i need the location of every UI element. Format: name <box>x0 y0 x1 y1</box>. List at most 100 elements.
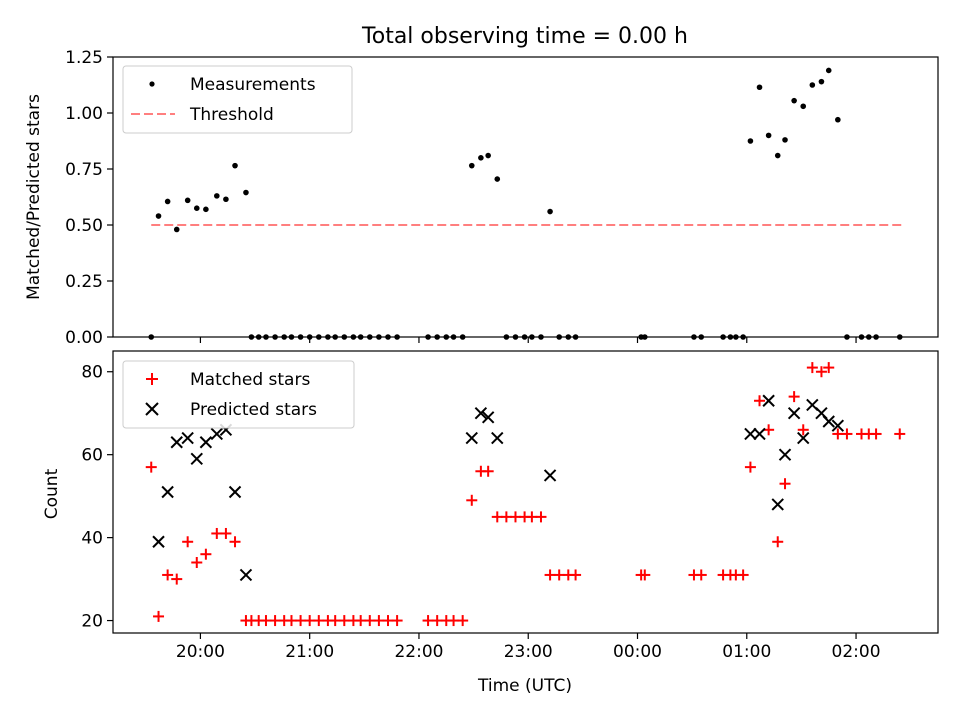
count-y-ticks: 20 40 60 80 <box>81 363 113 632</box>
measurement-point <box>556 334 562 340</box>
ratio-legend-box <box>122 65 353 134</box>
predicted-star-marker <box>181 431 194 445</box>
measurement-point <box>341 334 348 340</box>
predicted-star-marker <box>744 427 757 441</box>
measurement-point <box>425 334 431 340</box>
measurement-point <box>325 334 331 340</box>
measurement-point <box>263 334 269 340</box>
measurement-point <box>698 334 705 340</box>
predicted-star-marker <box>831 419 845 432</box>
measurement-point <box>740 334 746 340</box>
count-legend-box <box>122 360 355 429</box>
measurement-point <box>529 334 535 340</box>
measurement-point <box>720 334 726 340</box>
count-x-tick-label: 23:00 <box>504 642 553 662</box>
measurement-point <box>774 152 781 159</box>
matched-star-marker <box>806 362 818 374</box>
measurement-point <box>478 155 484 161</box>
measurement-point <box>512 334 519 340</box>
ratio-y-tick-label: 0.50 <box>65 216 103 236</box>
count-y-tick-label: 80 <box>81 363 103 383</box>
ratio-y-ticks: 0.00 0.25 0.50 0.75 1.00 1.25 <box>65 48 113 348</box>
measurement-point <box>148 334 155 340</box>
measurement-point <box>844 334 850 340</box>
predicted-star-marker <box>210 427 224 441</box>
matched-star-marker <box>797 424 809 436</box>
count-y-tick-label: 20 <box>81 612 103 632</box>
measurement-point <box>733 334 739 340</box>
measurement-point <box>765 132 772 139</box>
count-x-tick-label: 22:00 <box>394 642 443 662</box>
matched-star-marker <box>737 569 749 581</box>
predicted-star-marker <box>753 427 766 441</box>
measurement-point <box>434 334 440 340</box>
measurement-point <box>818 78 825 85</box>
measurement-point <box>538 334 544 340</box>
legend-measurements-label: Measurements <box>190 75 316 95</box>
measurement-point <box>155 213 162 219</box>
measurement-point <box>350 334 357 340</box>
count-x-tick-label: 20:00 <box>176 642 225 662</box>
matched-star-marker <box>754 395 766 407</box>
measurement-point <box>243 189 249 196</box>
matched-star-marker <box>815 366 827 378</box>
measurement-point <box>896 334 903 340</box>
measurement-point <box>248 334 255 340</box>
measurement-point <box>332 334 338 340</box>
measurement-point <box>825 67 832 74</box>
matched-star-marker <box>220 527 232 539</box>
matched-star-marker <box>153 610 165 622</box>
count-points <box>145 362 906 627</box>
ratio-panel: 0.00 0.25 0.50 0.75 1.00 1.25 Matched/Predict… <box>24 48 939 348</box>
predicted-star-marker <box>228 485 242 499</box>
legend-predicted-label: Predicted stars <box>190 400 317 420</box>
matched-star-marker <box>200 548 212 560</box>
measurement-point <box>547 208 553 215</box>
measurement-point <box>503 334 510 340</box>
count-panel: 20 40 60 80 20:00 21:00 22:00 23:00 00:00 01:00 0… <box>42 350 939 696</box>
matched-star-marker <box>570 569 582 581</box>
predicted-star-marker <box>787 406 801 420</box>
matched-star-marker <box>894 428 906 440</box>
measurement-point <box>315 334 322 340</box>
predicted-star-marker <box>481 411 495 424</box>
measurement-point <box>782 137 788 143</box>
predicted-star-marker <box>543 469 557 482</box>
count-x-tick-label: 02:00 <box>832 642 881 662</box>
ratio-y-tick-label: 0.75 <box>65 160 103 180</box>
matched-star-marker <box>145 461 157 473</box>
measurement-point <box>747 138 754 144</box>
predicted-star-marker <box>190 452 203 466</box>
matched-star-marker <box>639 569 651 581</box>
matched-star-marker <box>841 428 853 440</box>
matched-star-marker <box>823 362 835 374</box>
legend-matched-label: Matched stars <box>190 370 310 390</box>
matched-star-marker <box>457 615 469 627</box>
measurement-point <box>791 97 797 104</box>
measurement-point <box>468 162 475 169</box>
predicted-star-marker <box>170 436 183 449</box>
ratio-y-tick-label: 0.25 <box>65 272 103 292</box>
measurement-point <box>835 116 841 123</box>
ratio-y-tick-label: 1.00 <box>65 104 103 124</box>
predicted-star-marker <box>152 535 165 548</box>
measurement-point <box>357 334 364 340</box>
matched-star-marker <box>772 536 784 548</box>
matched-star-marker <box>788 391 800 403</box>
predicted-star-marker <box>465 431 478 445</box>
matched-star-marker <box>171 573 183 585</box>
measurement-point <box>376 334 382 340</box>
measurement-point <box>459 334 466 340</box>
ratio-y-axis-label: Matched/Predicted stars <box>24 94 44 300</box>
measurement-point <box>232 162 238 169</box>
measurement-point <box>385 334 391 340</box>
matched-star-marker <box>162 569 174 581</box>
count-legend: Matched stars Predicted stars <box>122 360 355 429</box>
count-x-axis-label: Time (UTC) <box>477 676 572 696</box>
measurement-point <box>450 334 457 340</box>
count-y-tick-label: 40 <box>81 529 103 549</box>
measurement-point <box>255 334 262 340</box>
predicted-star-marker <box>491 431 504 445</box>
count-y-tick-label: 60 <box>81 446 103 466</box>
